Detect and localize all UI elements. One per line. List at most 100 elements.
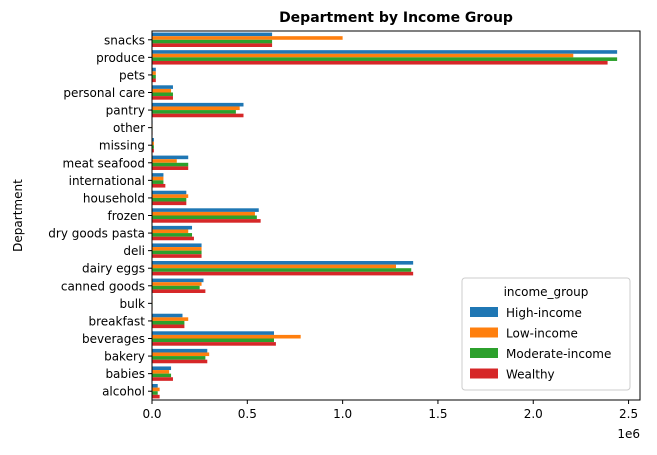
- bar-pantry-wealthy: [152, 113, 244, 118]
- y-tick-label-bakery: bakery: [104, 350, 145, 364]
- bar-household-low-income: [152, 194, 189, 198]
- y-tick-label-dry-goods-pasta: dry goods pasta: [48, 227, 145, 241]
- bar-pets-low-income: [152, 71, 156, 75]
- bar-meat-seafood-low-income: [152, 159, 177, 163]
- bar-alcohol-low-income: [152, 387, 160, 392]
- bar-household-high-income: [152, 190, 187, 195]
- bar-produce-wealthy: [152, 60, 608, 65]
- bar-babies-wealthy: [152, 377, 173, 381]
- y-ticks-layer: alcohol babies bakery beverages breakfast bul…: [48, 33, 152, 399]
- bar-snacks-high-income: [152, 32, 273, 37]
- bar-frozen-high-income: [152, 208, 259, 212]
- legend-swatch-low-income: [470, 327, 498, 338]
- y-tick-label-other: other: [113, 121, 145, 135]
- bar-dairy-eggs-high-income: [152, 261, 414, 265]
- legend-label-low-income: Low-income: [506, 327, 578, 341]
- bar-international-moderate-income: [152, 180, 164, 184]
- bar-personal-care-moderate-income: [152, 92, 173, 97]
- bar-babies-low-income: [152, 370, 170, 374]
- bar-personal-care-low-income: [152, 88, 172, 93]
- y-tick-label-produce: produce: [96, 51, 145, 65]
- bar-alcohol-moderate-income: [152, 391, 158, 395]
- y-tick-label-bulk: bulk: [119, 297, 145, 311]
- bar-snacks-low-income: [152, 36, 343, 40]
- bar-dry-goods-pasta-high-income: [152, 225, 193, 230]
- legend-label-moderate-income: Moderate-income: [506, 347, 611, 361]
- bar-bakery-low-income: [152, 352, 210, 357]
- bar-international-low-income: [152, 176, 164, 181]
- bar-pantry-moderate-income: [152, 110, 236, 114]
- x-ticks-layer: 0.0 0.5 1.0 1.5 2.0 2.5: [142, 400, 638, 421]
- bar-deli-low-income: [152, 247, 202, 251]
- bar-snacks-moderate-income: [152, 39, 273, 44]
- bar-canned-goods-high-income: [152, 278, 204, 283]
- bar-deli-high-income: [152, 243, 202, 248]
- bar-bakery-high-income: [152, 348, 208, 353]
- legend-label-high-income: High-income: [506, 306, 582, 320]
- bar-canned-goods-moderate-income: [152, 285, 200, 290]
- bar-deli-moderate-income: [152, 250, 202, 255]
- y-tick-label-pets: pets: [119, 68, 145, 82]
- bar-international-high-income: [152, 173, 164, 177]
- bar-bakery-wealthy: [152, 359, 208, 364]
- bar-pantry-high-income: [152, 102, 244, 107]
- bar-canned-goods-wealthy: [152, 289, 206, 293]
- bar-dry-goods-pasta-moderate-income: [152, 233, 193, 237]
- bar-household-wealthy: [152, 201, 187, 206]
- bar-beverages-low-income: [152, 334, 301, 339]
- y-tick-label-personal-care: personal care: [63, 86, 145, 100]
- bar-babies-moderate-income: [152, 373, 172, 378]
- y-tick-label-babies: babies: [105, 367, 145, 381]
- chart-title: Department by Income Group: [279, 10, 513, 26]
- bar-bakery-moderate-income: [152, 356, 206, 360]
- bar-meat-seafood-high-income: [152, 155, 189, 160]
- bar-produce-moderate-income: [152, 57, 618, 61]
- legend-swatch-high-income: [470, 307, 498, 317]
- y-tick-label-snacks: snacks: [104, 33, 145, 47]
- bar-missing-wealthy: [152, 148, 154, 153]
- x-tick-label-1: 0.5: [238, 407, 257, 421]
- bar-produce-low-income: [152, 53, 574, 58]
- bar-beverages-wealthy: [152, 342, 276, 346]
- y-tick-label-dairy-eggs: dairy eggs: [82, 262, 145, 276]
- bar-missing-low-income: [152, 141, 154, 146]
- bar-missing-moderate-income: [152, 145, 154, 149]
- bar-pets-wealthy: [152, 78, 156, 83]
- bar-beverages-high-income: [152, 331, 274, 335]
- bar-frozen-low-income: [152, 211, 255, 216]
- bar-pets-high-income: [152, 67, 156, 72]
- bar-meat-seafood-wealthy: [152, 166, 189, 170]
- y-tick-label-meat-seafood: meat seafood: [63, 156, 145, 170]
- bar-household-moderate-income: [152, 197, 187, 202]
- bar-breakfast-high-income: [152, 313, 183, 318]
- x-tick-label-2: 1.0: [333, 407, 352, 421]
- legend-box: [461, 277, 631, 391]
- bar-frozen-wealthy: [152, 219, 261, 223]
- bar-alcohol-high-income: [152, 384, 158, 388]
- bar-frozen-moderate-income: [152, 215, 257, 220]
- bar-deli-wealthy: [152, 254, 202, 258]
- x-tick-label-0: 0.0: [142, 407, 161, 421]
- bar-personal-care-wealthy: [152, 96, 173, 100]
- x-tick-label-4: 2.0: [524, 407, 543, 421]
- bar-dairy-eggs-low-income: [152, 264, 396, 269]
- y-tick-label-canned-goods: canned goods: [61, 279, 145, 293]
- y-tick-label-beverages: beverages: [82, 332, 145, 346]
- bar-alcohol-wealthy: [152, 394, 160, 399]
- bar-dairy-eggs-moderate-income: [152, 268, 412, 272]
- bar-breakfast-moderate-income: [152, 320, 185, 325]
- bar-meat-seafood-moderate-income: [152, 162, 189, 167]
- legend-label-wealthy: Wealthy: [506, 368, 555, 382]
- bar-babies-high-income: [152, 366, 172, 371]
- bar-international-wealthy: [152, 183, 166, 188]
- bar-breakfast-wealthy: [152, 324, 185, 329]
- y-tick-label-pantry: pantry: [106, 104, 145, 118]
- bar-produce-high-income: [152, 50, 618, 54]
- y-tick-label-frozen: frozen: [107, 209, 145, 223]
- legend-swatch-wealthy: [470, 368, 498, 379]
- bars-layer: [152, 32, 618, 399]
- bar-dry-goods-pasta-low-income: [152, 229, 189, 234]
- legend-title: income_group: [504, 285, 589, 299]
